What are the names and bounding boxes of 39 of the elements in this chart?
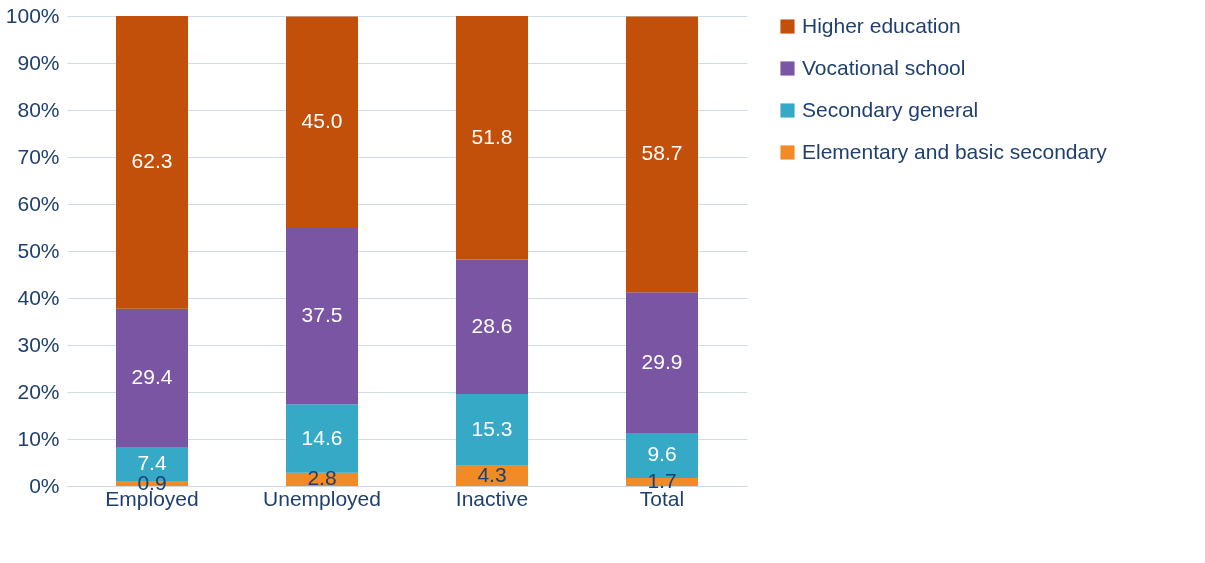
data-label: 58.7 (641, 141, 683, 165)
bar (456, 259, 528, 394)
legend-label: Elementary and basic secondary (802, 139, 1108, 163)
data-label: 45.0 (301, 109, 343, 133)
bar (456, 393, 528, 466)
data-label: 14.6 (301, 425, 343, 449)
data-label: 37.5 (301, 303, 343, 327)
legend-label: Higher education (802, 13, 961, 37)
legend-label: Vocational school (802, 55, 966, 79)
bar (286, 227, 358, 405)
y-tick-label: 40% (17, 285, 60, 309)
data-label: 7.4 (137, 451, 167, 475)
data-label: 51.8 (471, 124, 513, 148)
bar (456, 16, 528, 260)
y-tick-label: 80% (17, 97, 60, 121)
y-tick-label: 90% (17, 50, 60, 74)
legend-label: Secondary general (802, 97, 979, 121)
y-tick-label: 60% (17, 191, 60, 215)
data-label: 29.4 (131, 364, 173, 388)
y-tick-label: 70% (17, 144, 60, 168)
x-tick-label: Inactive (455, 486, 529, 510)
bar (116, 16, 188, 309)
data-label: 29.9 (641, 349, 683, 373)
bar (286, 404, 358, 473)
data-label: 28.6 (471, 313, 513, 337)
y-tick-label: 50% (17, 238, 60, 262)
bar (286, 16, 358, 228)
y-tick-label: 30% (17, 332, 60, 356)
y-tick-label: 20% (17, 379, 60, 403)
y-tick-label: 0% (29, 473, 60, 497)
bar (626, 16, 698, 293)
bar (116, 308, 188, 447)
y-tick-label: 100% (5, 3, 60, 27)
bar (626, 292, 698, 433)
data-label: 62.3 (131, 149, 173, 173)
data-label: 9.6 (647, 442, 677, 466)
y-tick-label: 10% (17, 426, 60, 450)
data-label: 15.3 (471, 416, 513, 440)
data-label: 4.3 (477, 462, 507, 486)
